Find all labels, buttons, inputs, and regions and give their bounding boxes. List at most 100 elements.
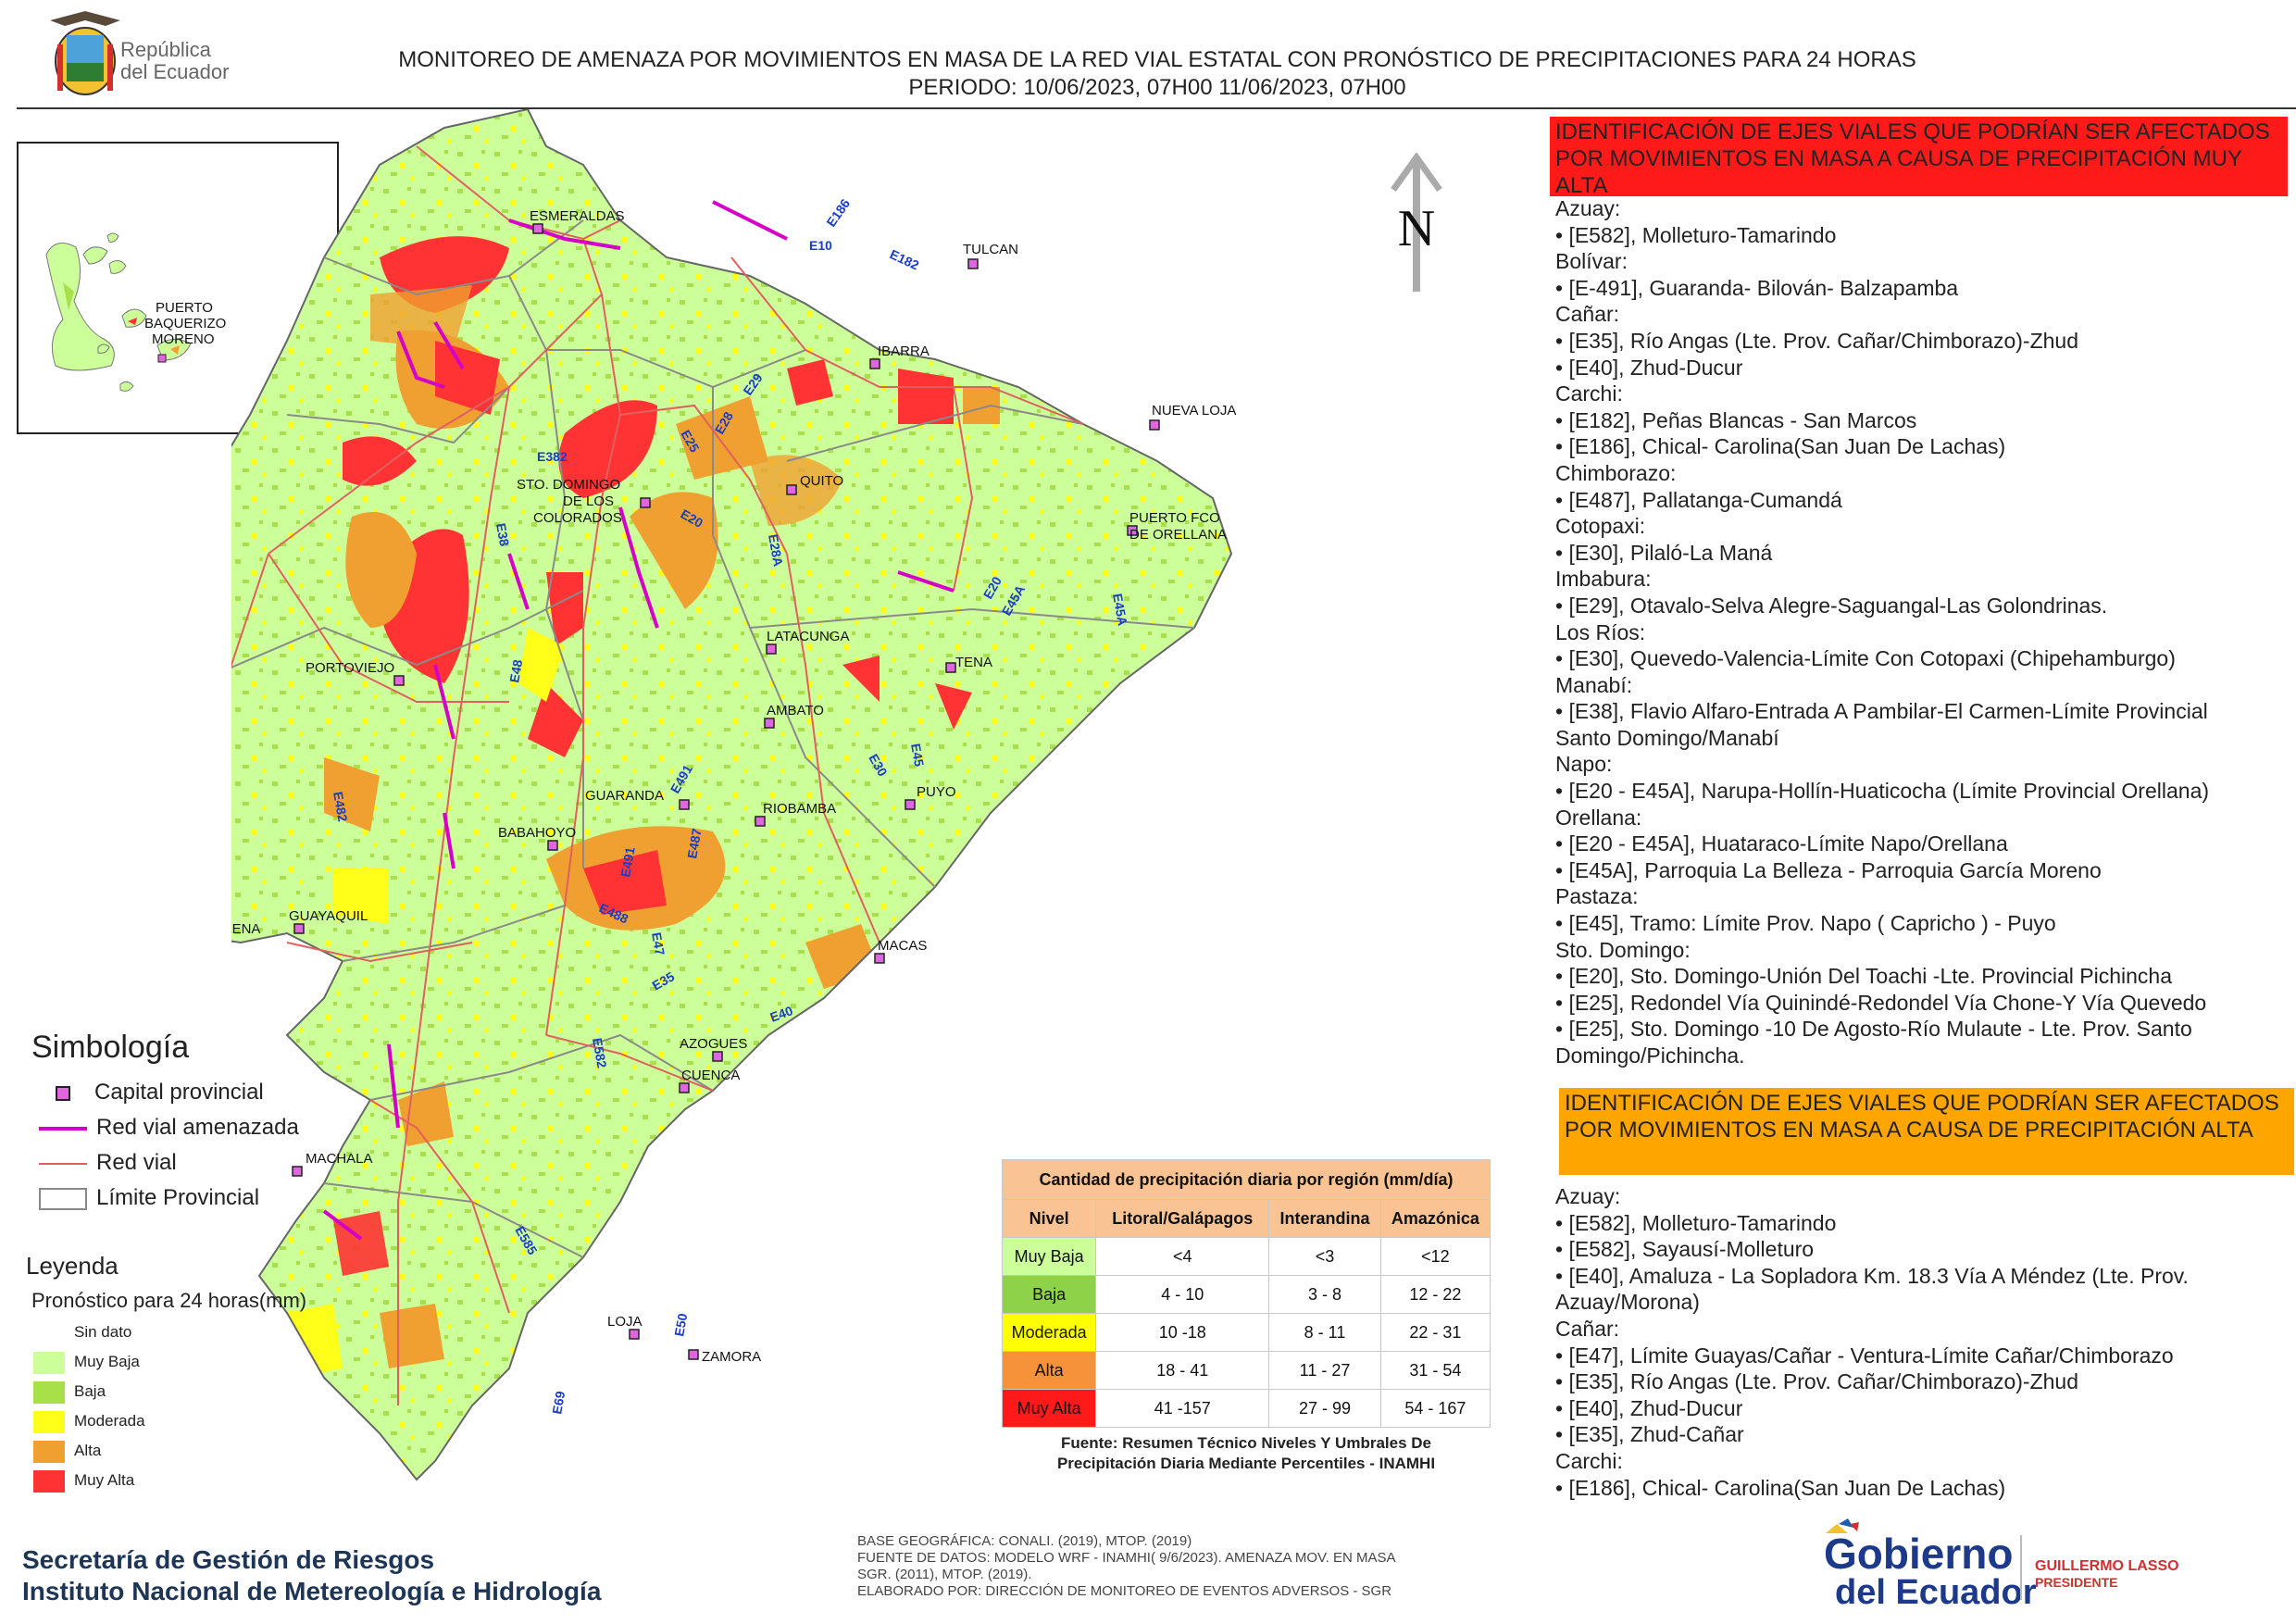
city-label: GUARANDA bbox=[585, 788, 664, 804]
value-cell: 12 - 22 bbox=[1379, 1275, 1491, 1314]
province-label: Azuay/Morona) bbox=[1555, 1290, 1700, 1315]
city-label: MACHALA bbox=[306, 1151, 373, 1167]
value-cell: <3 bbox=[1268, 1237, 1381, 1276]
city-label: PORTOVIEJO bbox=[306, 660, 394, 676]
city-label: AMBATO bbox=[767, 703, 824, 718]
leyenda-swatch bbox=[33, 1470, 65, 1493]
road-item: • [E38], Flavio Alfaro-Entrada A Pambila… bbox=[1555, 699, 2208, 724]
road-label: E186 bbox=[823, 196, 853, 230]
table-body: Muy Baja <4 <3 <12 Baja 4 - 10 3 - 8 12 - 22 Mod… bbox=[1001, 1237, 1491, 1428]
road-item: • [E35], Zhud-Cañar bbox=[1555, 1422, 1744, 1447]
province-label: Pastaza: bbox=[1555, 884, 1639, 909]
province-label: Domingo/Pichincha. bbox=[1555, 1043, 1745, 1068]
road-item: • [E47], Límite Guayas/Cañar - Ventura-L… bbox=[1555, 1343, 2174, 1368]
province-label: Napo: bbox=[1555, 752, 1613, 777]
road-label: E382 bbox=[537, 449, 568, 464]
table-row: Muy Baja <4 <3 <12 bbox=[1001, 1237, 1491, 1276]
logo-text-line1: República bbox=[120, 38, 211, 61]
city-labels: ESMERALDAS TULCAN IBARRA NUEVA LOJA QUIT… bbox=[231, 208, 1236, 1365]
road-label: E491 bbox=[618, 845, 637, 878]
city-label: QUITO bbox=[800, 473, 843, 489]
road-label: E48 bbox=[506, 658, 525, 684]
leyenda-swatch bbox=[33, 1411, 65, 1433]
city-label: LATACUNGA bbox=[767, 629, 849, 644]
leyenda-item: Muy Alta bbox=[33, 1470, 134, 1493]
road-item: • [E40], Amaluza - La Sopladora Km. 18.3… bbox=[1555, 1263, 2189, 1288]
city-label: PUYO bbox=[917, 784, 956, 800]
galapagos-islands: PUERTO BAQUERIZO MORENO bbox=[45, 232, 226, 392]
table-header: Amazónica bbox=[1379, 1199, 1491, 1238]
road-label: E38 bbox=[493, 522, 512, 548]
leyenda-swatch bbox=[33, 1322, 65, 1344]
road-label: E47 bbox=[649, 931, 668, 957]
legend-capital-label: Capital provincial bbox=[94, 1080, 264, 1105]
value-cell: 10 -18 bbox=[1095, 1313, 1270, 1352]
road-label: E10 bbox=[809, 238, 832, 253]
road-item: • [E25], Redondel Vía Quinindé-Redondel … bbox=[1555, 990, 2207, 1015]
city-label: RIOBAMBA bbox=[763, 801, 836, 817]
north-arrow-icon: N bbox=[1391, 153, 1442, 292]
province-label: Carchi: bbox=[1555, 381, 1623, 406]
capital-marker-icon bbox=[56, 1085, 70, 1101]
leyenda-item: Sin dato bbox=[33, 1322, 131, 1344]
road-label: E69 bbox=[549, 1390, 568, 1416]
province-label: Orellana: bbox=[1555, 805, 1642, 830]
province-label: Carchi: bbox=[1555, 1448, 1623, 1473]
city-label: COLORADOS bbox=[533, 510, 622, 526]
title-line1: MONITOREO DE AMENAZA POR MOVIMIENTOS EN … bbox=[398, 47, 1916, 72]
value-cell: 3 - 8 bbox=[1268, 1275, 1381, 1314]
road-item: • [E582], Molleturo-Tamarindo bbox=[1555, 1210, 1837, 1235]
road-label: E45 bbox=[908, 743, 927, 768]
road-item: • [E582], Sayausí-Molleturo bbox=[1555, 1237, 1815, 1262]
gobierno-text: Gobierno bbox=[1824, 1530, 2013, 1578]
sgr-inamhi-credit: Secretaría de Gestión de Riesgos Institu… bbox=[22, 1544, 601, 1607]
city-label: BABAHOYO bbox=[498, 825, 576, 841]
city-label: IBARRA bbox=[878, 344, 930, 359]
city-label: ESMERALDAS bbox=[530, 208, 625, 224]
very-high-heading: IDENTIFICACIÓN DE EJES VIALES QUE PODRÍA… bbox=[1550, 117, 2288, 198]
value-cell: <4 bbox=[1095, 1237, 1270, 1276]
value-cell: 54 - 167 bbox=[1379, 1389, 1491, 1428]
legend-boundary: Límite Provincial bbox=[39, 1185, 259, 1211]
table-row: Muy Alta 41 -157 27 - 99 54 - 167 bbox=[1001, 1389, 1491, 1428]
leyenda-label: Muy Alta bbox=[74, 1471, 135, 1490]
road-item: • [E20], Sto. Domingo-Unión Del Toachi -… bbox=[1555, 964, 2173, 989]
province-label: Santo Domingo/Manabí bbox=[1555, 725, 1779, 750]
road-label: E45A bbox=[1110, 593, 1130, 627]
leyenda-item: Moderada bbox=[33, 1411, 145, 1433]
legend-capital: Capital provincial bbox=[56, 1080, 264, 1106]
value-cell: 11 - 27 bbox=[1268, 1351, 1381, 1390]
high-heading: IDENTIFICACIÓN DE EJES VIALES QUE PODRÍA… bbox=[1559, 1088, 2294, 1175]
gobierno-logo: Gobierno del Ecuador GUILLERMO LASSO PRE… bbox=[1816, 1507, 2279, 1612]
map-title: MONITOREO DE AMENAZA POR MOVIMIENTOS EN … bbox=[278, 46, 2037, 102]
road-item: • [E25], Sto. Domingo -10 De Agosto-Río … bbox=[1555, 1017, 2192, 1042]
leyenda-swatch bbox=[33, 1381, 65, 1404]
inset-label-line3: MORENO bbox=[152, 331, 215, 347]
road-item: • [E582], Molleturo-Tamarindo bbox=[1555, 222, 1837, 247]
table-header: Litoral/Galápagos bbox=[1095, 1199, 1270, 1238]
province-label: Imbabura: bbox=[1555, 567, 1652, 592]
city-label: TENA bbox=[955, 655, 992, 670]
map-credits: BASE GEOGRÁFICA: CONALI. (2019), MTOP. (… bbox=[857, 1533, 1396, 1600]
value-cell: <12 bbox=[1379, 1237, 1491, 1276]
road-item: • [E30], Pilaló-La Maná bbox=[1555, 540, 1773, 565]
road-item: • [E182], Peñas Blancas - San Marcos bbox=[1555, 407, 1917, 432]
city-label: MACAS bbox=[878, 938, 927, 954]
road-label: E50 bbox=[671, 1312, 690, 1338]
table-row: Baja 4 - 10 3 - 8 12 - 22 bbox=[1001, 1275, 1491, 1314]
inset-label-line2: BAQUERIZO bbox=[144, 316, 226, 331]
leyenda-swatch bbox=[33, 1352, 65, 1374]
value-cell: 27 - 99 bbox=[1268, 1389, 1381, 1428]
legend-boundary-label: Límite Provincial bbox=[96, 1185, 260, 1210]
legend-road-label: Red vial bbox=[96, 1150, 177, 1175]
city-label: GUAYAQUIL bbox=[289, 908, 368, 924]
precipitation-thresholds-table: Cantidad de precipitación diaria por reg… bbox=[1001, 1159, 1491, 1428]
level-cell: Muy Alta bbox=[1001, 1389, 1097, 1428]
value-cell: 22 - 31 bbox=[1379, 1313, 1491, 1352]
value-cell: 41 -157 bbox=[1095, 1389, 1270, 1428]
leyenda-swatch bbox=[33, 1441, 65, 1463]
capital-markers bbox=[292, 223, 1160, 1360]
road-item: • [E20 - E45A], Narupa-Hollín-Huaticocha… bbox=[1555, 779, 2210, 804]
logo-text-line2: del Ecuador bbox=[120, 60, 230, 83]
road-icon bbox=[39, 1162, 87, 1165]
